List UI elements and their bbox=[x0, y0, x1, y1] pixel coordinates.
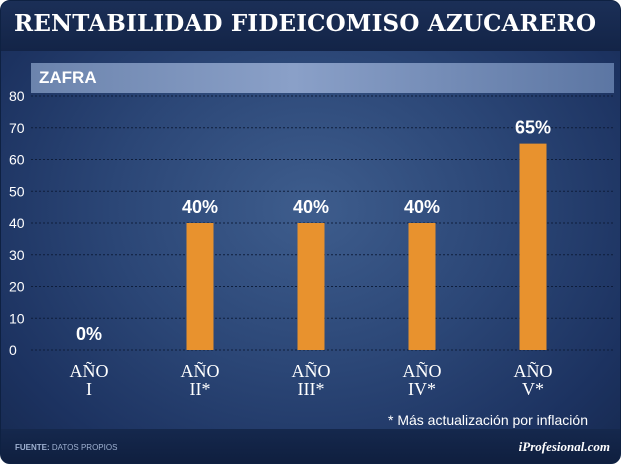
source-text: DATOS PROPIOS bbox=[51, 443, 118, 452]
data-label: 40% bbox=[182, 197, 218, 217]
data-label: 65% bbox=[515, 118, 551, 138]
data-label: 0% bbox=[76, 324, 102, 344]
category-label: AÑO bbox=[70, 360, 109, 381]
y-tick-label: 0 bbox=[9, 342, 17, 358]
bar-chart: 010203040506070800%AÑOI40%AÑOII*40%AÑOII… bbox=[9, 88, 614, 399]
category-label: AÑO bbox=[514, 360, 553, 381]
y-tick-label: 50 bbox=[9, 183, 25, 199]
footnote: * Más actualización por inflación bbox=[388, 412, 588, 428]
y-tick-label: 40 bbox=[9, 215, 25, 231]
source-prefix: FUENTE: bbox=[15, 443, 50, 452]
section-label: ZAFRA bbox=[39, 68, 97, 87]
y-tick-label: 60 bbox=[9, 152, 25, 168]
category-label: IV* bbox=[408, 379, 436, 399]
y-tick-label: 70 bbox=[9, 120, 25, 136]
footer-bar: FUENTE: DATOS PROPIOS iProfesional.com bbox=[1, 429, 620, 463]
bar bbox=[186, 223, 214, 350]
category-label: AÑO bbox=[292, 360, 331, 381]
bar bbox=[297, 223, 325, 350]
y-tick-label: 10 bbox=[9, 310, 25, 326]
chart-title: RENTABILIDAD FIDEICOMISO AZUCARERO bbox=[14, 10, 597, 37]
bar bbox=[408, 223, 436, 350]
section-bar: ZAFRA bbox=[31, 63, 614, 93]
y-tick-label: 20 bbox=[9, 279, 25, 295]
source-credit: FUENTE: DATOS PROPIOS bbox=[15, 443, 117, 452]
y-tick-label: 80 bbox=[9, 88, 25, 104]
data-label: 40% bbox=[404, 197, 440, 217]
data-label: 40% bbox=[293, 197, 329, 217]
brand-logo: iProfesional.com bbox=[518, 439, 610, 454]
category-label: III* bbox=[298, 379, 325, 399]
category-label: AÑO bbox=[181, 360, 220, 381]
y-tick-label: 30 bbox=[9, 247, 25, 263]
category-label: I bbox=[86, 379, 92, 399]
category-label: II* bbox=[190, 379, 211, 399]
bar bbox=[519, 143, 547, 350]
category-label: AÑO bbox=[403, 360, 442, 381]
header-bar: RENTABILIDAD FIDEICOMISO AZUCARERO bbox=[1, 1, 620, 51]
category-label: V* bbox=[522, 379, 544, 399]
